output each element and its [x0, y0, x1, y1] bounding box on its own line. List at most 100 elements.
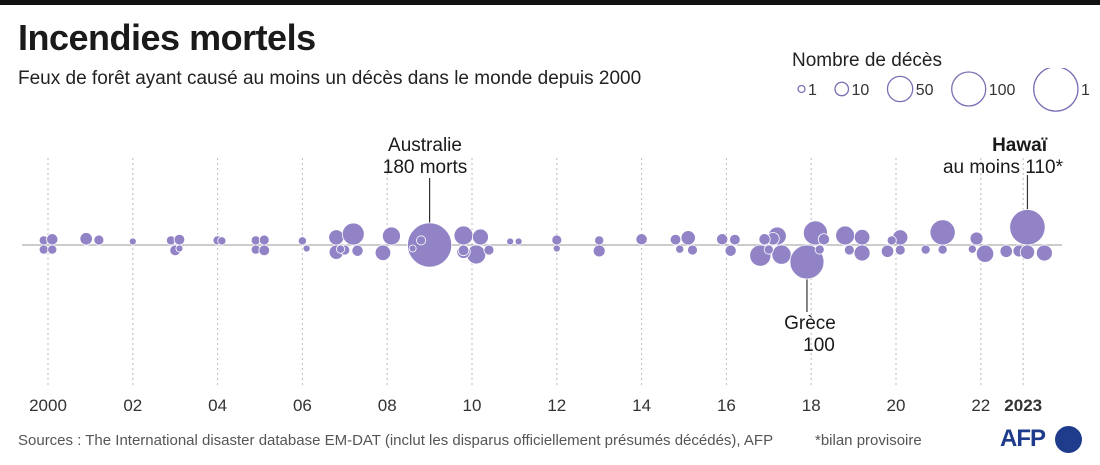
bubble-point: [758, 233, 771, 246]
bubble-point: [937, 244, 948, 255]
bubble-point: [79, 232, 93, 246]
x-tick-label: 02: [123, 396, 142, 415]
bubble-point: [297, 236, 307, 246]
bubble-point: [514, 237, 523, 246]
x-tick-label: 12: [547, 396, 566, 415]
x-tick-label: 2023: [1004, 396, 1042, 415]
source-note: Sources : The International disaster dat…: [18, 432, 774, 449]
bubble-point: [552, 244, 561, 253]
x-tick-label: 08: [378, 396, 397, 415]
legend-label: 180: [1081, 82, 1090, 99]
legend-circle: [951, 71, 987, 107]
size-legend: 1 10 50 100 180: [797, 68, 1090, 112]
bubble-point: [669, 233, 682, 246]
bubble-point: [920, 244, 931, 255]
bubble-point: [38, 244, 49, 255]
x-tick-label: 18: [802, 396, 821, 415]
bubble-point: [374, 244, 392, 262]
bubble-point: [258, 234, 270, 246]
footnote: *bilan provisoire: [815, 432, 922, 449]
afp-logo-dot: [1055, 426, 1082, 453]
bubble-point: [341, 222, 365, 246]
legend-label: 50: [916, 82, 934, 99]
x-tick-label: 14: [632, 396, 651, 415]
legend-title: Nombre de décès: [792, 50, 942, 71]
bubble-point: [853, 244, 871, 262]
bubble-point: [853, 228, 871, 246]
annotation-australia-value: 180 morts: [382, 157, 468, 178]
bubble-point: [789, 244, 825, 280]
bubble-point: [382, 226, 401, 246]
bubble-point: [967, 244, 977, 254]
bubble-point: [716, 233, 729, 246]
bubble-point: [506, 237, 515, 246]
bubble-point: [843, 244, 855, 256]
bubble-point: [975, 244, 995, 263]
bubble-point: [217, 236, 227, 246]
bubble-point: [635, 233, 648, 246]
annotation-australia-name: Australie: [388, 135, 462, 156]
bubble-point: [351, 244, 364, 257]
bubble-point: [724, 244, 737, 257]
x-tick-label: 20: [887, 396, 906, 415]
bubble-point: [93, 234, 105, 246]
legend-label: 10: [851, 82, 869, 99]
bubble-point: [999, 244, 1013, 258]
chart-title: Incendies mortels: [18, 17, 316, 58]
legend-label: 1: [808, 82, 817, 99]
bubble-point: [457, 244, 470, 257]
bubble-point: [328, 229, 345, 246]
top-rule: [0, 0, 1100, 5]
bubble-point: [128, 237, 137, 246]
bubble-point: [46, 233, 59, 246]
bubble-point: [1009, 209, 1046, 246]
x-tick-label: 04: [208, 396, 227, 415]
x-tick-label: 06: [293, 396, 312, 415]
bubble-point: [929, 219, 956, 246]
bubble-point: [894, 244, 906, 256]
legend-circle: [1033, 68, 1079, 112]
annotation-hawaii-value: au moins 110*: [942, 157, 1063, 178]
bubble-point: [408, 244, 417, 253]
bubble-point: [416, 235, 427, 246]
legend-circle: [834, 81, 850, 97]
bubble-point: [886, 235, 897, 246]
bubble-point: [835, 225, 856, 246]
annotation-greece-value: 100: [803, 335, 835, 356]
annotation-greece-name: Grèce: [784, 313, 836, 334]
bubble-point: [175, 244, 184, 253]
bubble-point: [472, 228, 489, 246]
bubble-point: [675, 244, 685, 254]
bubble-point: [814, 244, 825, 255]
bubble-point: [771, 244, 792, 265]
bubble-point: [817, 233, 830, 246]
bubble-point: [880, 244, 895, 258]
bubble-point: [302, 244, 311, 253]
bubble-point: [453, 225, 474, 246]
annotation-australia: Australie 180 morts: [360, 135, 490, 179]
bubble-point: [258, 244, 270, 257]
bubble-point: [687, 244, 698, 256]
bubble-chart: 2000 02 04 06 08 10 12 14 16 18 20 22 2023: [22, 158, 1062, 415]
afp-logo-text: AFP: [1000, 425, 1046, 452]
bubble-point: [592, 244, 606, 258]
bubble-point: [336, 244, 346, 254]
legend-label: 100: [989, 82, 1016, 99]
x-tick-label: 22: [971, 396, 990, 415]
legend-circle: [797, 84, 806, 94]
legend-circle: [886, 75, 914, 103]
bubble-point: [763, 244, 774, 255]
annotation-hawaii: Hawaï au moins 110*: [905, 135, 1075, 179]
x-tick-label: 16: [717, 396, 736, 415]
x-tick-label: 2000: [29, 396, 67, 415]
bubble-point: [680, 230, 696, 246]
bubble-point: [1036, 244, 1053, 262]
bubble-point: [47, 244, 58, 255]
bubble-point: [594, 235, 605, 246]
bubble-point: [969, 231, 984, 246]
bubble-point: [1019, 244, 1036, 260]
x-tick-label: 10: [463, 396, 482, 415]
bubble-point: [483, 244, 495, 256]
bubble-point: [551, 234, 563, 246]
bubble-point: [173, 233, 186, 246]
